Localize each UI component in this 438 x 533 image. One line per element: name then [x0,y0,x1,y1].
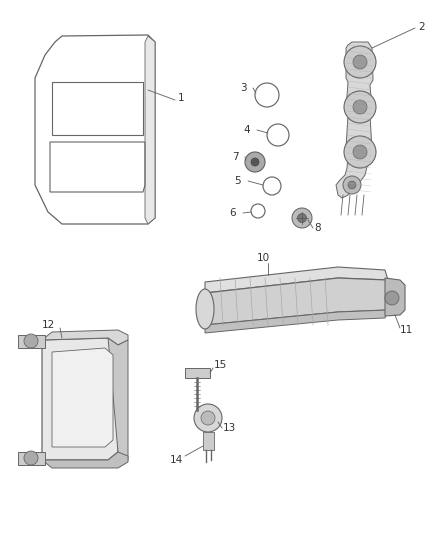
Circle shape [194,404,222,432]
Circle shape [353,55,367,69]
Circle shape [344,46,376,78]
Polygon shape [336,42,373,198]
Polygon shape [42,452,128,468]
Circle shape [385,291,399,305]
Circle shape [353,145,367,159]
Circle shape [292,208,312,228]
Text: 6: 6 [229,208,236,218]
Polygon shape [52,348,113,447]
Text: 1: 1 [178,93,185,103]
Circle shape [344,136,376,168]
Text: 8: 8 [314,223,321,233]
Circle shape [24,334,38,348]
Text: 13: 13 [223,423,236,433]
Circle shape [297,214,307,222]
Polygon shape [42,338,118,460]
Circle shape [201,411,215,425]
Text: 15: 15 [214,360,227,370]
Polygon shape [18,452,45,465]
Polygon shape [205,267,388,293]
Text: 4: 4 [243,125,250,135]
Circle shape [348,181,356,189]
Polygon shape [205,310,388,333]
Circle shape [245,152,265,172]
Polygon shape [18,335,45,348]
Text: 5: 5 [234,176,240,186]
Text: 7: 7 [232,152,239,162]
Circle shape [24,451,38,465]
Circle shape [251,158,259,166]
Text: 14: 14 [170,455,183,465]
Text: 11: 11 [400,325,413,335]
Circle shape [353,100,367,114]
Polygon shape [205,278,388,325]
Text: 12: 12 [42,320,55,330]
Circle shape [343,176,361,194]
Ellipse shape [196,289,214,329]
Text: 2: 2 [418,22,424,32]
Polygon shape [42,330,128,345]
Circle shape [344,91,376,123]
Polygon shape [108,338,128,465]
Polygon shape [145,36,155,224]
Polygon shape [185,368,210,378]
Polygon shape [203,432,214,450]
Text: 10: 10 [257,253,270,263]
Polygon shape [385,278,405,316]
Text: 3: 3 [240,83,247,93]
